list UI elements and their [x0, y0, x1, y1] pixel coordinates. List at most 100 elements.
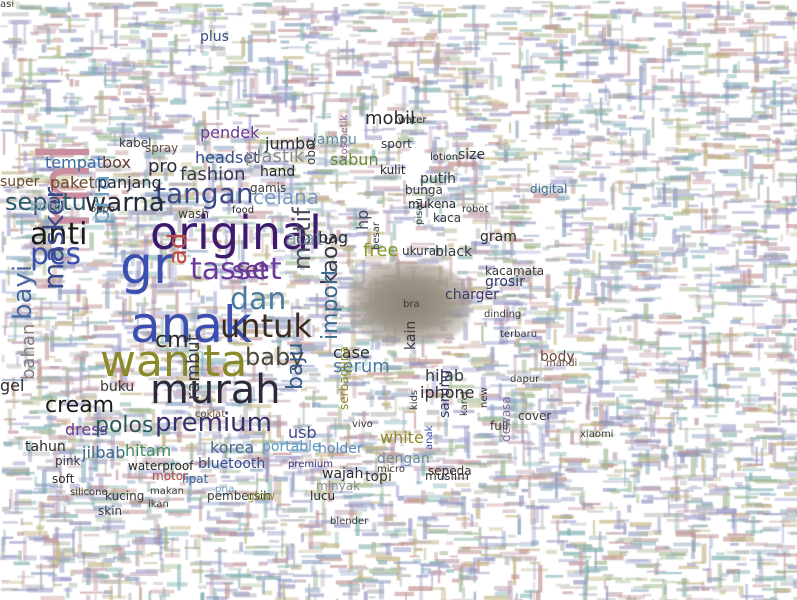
- cloud-word: fashion: [180, 164, 246, 185]
- cloud-word: kulit: [380, 163, 406, 177]
- cloud-word: plastik: [245, 146, 305, 167]
- cloud-word: bluetooth: [198, 456, 266, 472]
- cloud-word: hitam: [125, 441, 172, 460]
- cloud-word: botol: [30, 199, 66, 215]
- cloud-word: micro: [377, 464, 406, 475]
- cloud-word: new: [479, 387, 490, 408]
- cloud-word: cm: [155, 328, 189, 353]
- cloud-word: glow: [247, 489, 276, 503]
- cloud-word: pisau: [414, 198, 425, 225]
- cloud-word: kain: [403, 320, 419, 350]
- cloud-word: paket: [50, 173, 95, 192]
- cloud-word: asi: [0, 0, 15, 10]
- cloud-word: hand: [260, 164, 296, 180]
- cloud-word: kaca: [433, 211, 462, 225]
- cloud-word: cream: [45, 393, 115, 418]
- cloud-word: besar: [371, 222, 382, 250]
- cloud-word: free: [363, 240, 399, 261]
- cloud-word: pria: [215, 484, 235, 495]
- dense-word-cluster: [348, 262, 470, 344]
- cloud-word: anak: [130, 296, 252, 354]
- cloud-word: grosir: [485, 274, 525, 290]
- cloud-word: celana: [253, 185, 320, 209]
- cloud-word: wash: [178, 207, 210, 221]
- cloud-word: spray: [145, 141, 179, 155]
- cloud-word: kabel: [119, 136, 152, 150]
- cloud-word: alat: [285, 226, 323, 250]
- cloud-word: gel: [0, 376, 25, 395]
- cloud-word: set: [232, 256, 269, 284]
- cloud-word: bahan: [18, 323, 39, 380]
- cloud-word: mobil: [365, 108, 415, 129]
- cloud-word: sabun: [330, 150, 379, 169]
- cloud-word: robot: [462, 204, 489, 215]
- cloud-word: bag: [318, 228, 349, 247]
- cloud-word: terbaru: [500, 329, 538, 340]
- cloud-word: korea: [210, 438, 255, 457]
- cloud-word: silicone: [70, 487, 108, 498]
- cloud-word: lampu: [313, 132, 357, 148]
- cloud-word: makan: [150, 486, 184, 497]
- cloud-word: serbaguna: [337, 346, 351, 410]
- cloud-word: serum: [333, 356, 390, 377]
- cloud-word: oppo: [90, 204, 115, 215]
- cloud-word: karet: [459, 390, 470, 416]
- cloud-word: muslim: [425, 469, 469, 483]
- cloud-word: gram: [480, 229, 517, 245]
- cloud-word: body: [540, 349, 575, 365]
- cloud-word: sepatu: [5, 188, 87, 216]
- cloud-word: jilbab: [82, 443, 126, 462]
- cloud-word: plus: [200, 29, 229, 45]
- cloud-word: wajah: [322, 466, 364, 482]
- cloud-word: coklat: [195, 409, 226, 420]
- cloud-word: jumbo: [265, 134, 316, 153]
- cloud-word: headset: [195, 148, 260, 167]
- cloud-word: lucu: [310, 489, 336, 503]
- cloud-word: size: [458, 147, 486, 163]
- cloud-word: vivo: [352, 419, 373, 430]
- cloud-word: tempat: [45, 153, 103, 172]
- cloud-word: black: [435, 244, 473, 260]
- cloud-word: ikan: [148, 499, 169, 510]
- cloud-word: kacamata: [485, 264, 545, 278]
- cloud-word: iphone: [420, 383, 475, 402]
- cloud-word: panjang: [97, 173, 162, 192]
- cloud-word: baju: [283, 342, 308, 390]
- cloud-word: waterproof: [128, 459, 194, 473]
- cloud-word: ukuran: [402, 244, 444, 258]
- cloud-word: obat: [304, 137, 318, 165]
- cloud-word: anti: [30, 217, 88, 252]
- cloud-word: usb: [288, 423, 317, 442]
- cloud-word: untuk: [220, 307, 312, 345]
- cloud-word: bayi: [8, 264, 38, 320]
- cloud-word: motor: [152, 469, 189, 483]
- cloud-word: hp: [353, 209, 372, 230]
- cloud-word: mandi: [546, 358, 578, 369]
- cloud-word: xiaomi: [580, 429, 614, 440]
- cloud-word: gamis: [250, 181, 287, 195]
- cloud-word: super: [0, 174, 40, 190]
- cloud-word: pendek: [200, 123, 260, 142]
- cloud-word: water: [398, 115, 427, 126]
- cloud-word: bunga: [405, 183, 443, 197]
- cloud-word: original: [150, 206, 322, 260]
- cloud-word: portable: [262, 439, 321, 455]
- cloud-word: dengan: [377, 451, 430, 467]
- cloud-word: dewasa: [499, 396, 513, 442]
- cloud-word: food: [232, 205, 255, 216]
- cloud-word: mukena: [408, 197, 457, 211]
- cloud-word: gr: [120, 236, 175, 296]
- cloud-word: tangan: [155, 177, 254, 210]
- cloud-word: premium: [155, 408, 272, 438]
- cloud-word: putih: [420, 171, 457, 187]
- cloud-word: digital: [530, 182, 568, 196]
- cloud-word: rambut: [183, 334, 204, 400]
- cloud-word: wanita: [100, 336, 248, 387]
- cloud-word: topi: [365, 469, 392, 485]
- cloud-word: dinding: [484, 309, 522, 320]
- cloud-word: sepeda: [428, 464, 472, 478]
- cloud-word: lipat: [182, 472, 209, 486]
- cloud-word: case: [333, 343, 370, 362]
- cloud-word: dan: [230, 282, 287, 317]
- cloud-word: anak: [424, 425, 435, 450]
